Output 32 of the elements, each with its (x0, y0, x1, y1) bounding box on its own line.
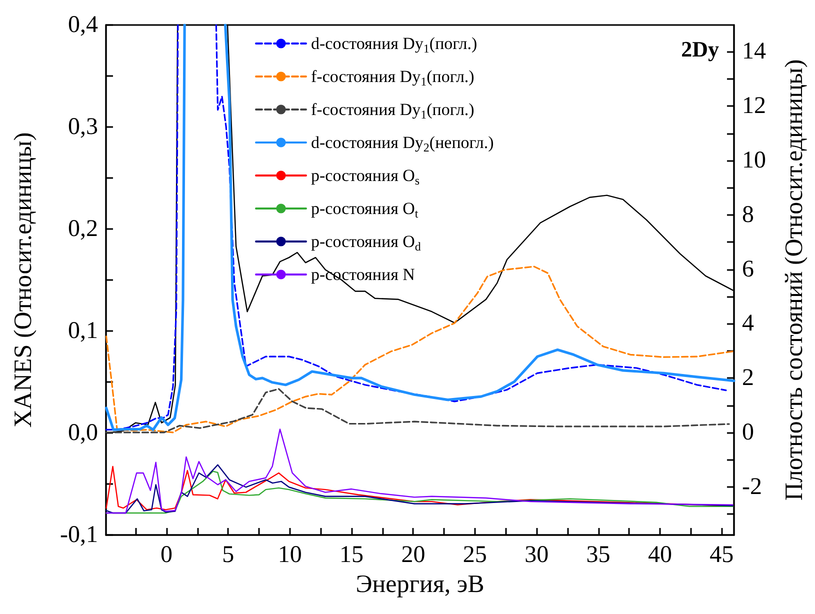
line-series (106, 428, 734, 514)
x-tick-label: 5 (222, 542, 234, 568)
x-axis-title: Энергия, эВ (356, 570, 484, 598)
y2-tick-label: 2 (742, 365, 754, 392)
y2-tick-label: -2 (742, 474, 762, 500)
y2-axis-title: Плотность состояний (Относит.единицы) (781, 59, 808, 501)
annotation: 2Dy (681, 36, 720, 62)
x-tick-label: 0 (160, 542, 172, 568)
line-series (105, 266, 734, 434)
line-series (105, 388, 730, 434)
x-tick-label: 35 (586, 542, 610, 568)
y-tick-label: 0,2 (68, 216, 98, 242)
y-tick-label: 0,0 (68, 420, 98, 446)
y2-tick-label: 12 (742, 93, 766, 120)
y2-tick-label: 14 (742, 38, 766, 65)
x-tick-label: 20 (401, 542, 426, 568)
y-tick-label: 0,1 (68, 318, 98, 344)
y2-tick-label: 6 (742, 256, 754, 282)
y-axis-title: XANES (Относит.единицы) (10, 132, 37, 428)
x-tick-label: 40 (648, 542, 672, 568)
x-tick-label: 15 (340, 542, 364, 568)
y-tick-label: -0,1 (60, 522, 98, 548)
x-tick-label: 10 (278, 542, 302, 568)
y2-tick-label: 4 (742, 310, 754, 337)
y-tick-label: 0,3 (68, 114, 98, 140)
x-tick-label: 30 (524, 542, 549, 568)
y2-tick-label: 8 (742, 202, 754, 228)
x-tick-label: 25 (462, 542, 487, 568)
y2-tick-label: 0 (742, 419, 754, 446)
x-tick-label: 45 (710, 542, 734, 568)
y-tick-label: 0,4 (68, 12, 98, 38)
y2-tick-label: 10 (742, 147, 766, 174)
